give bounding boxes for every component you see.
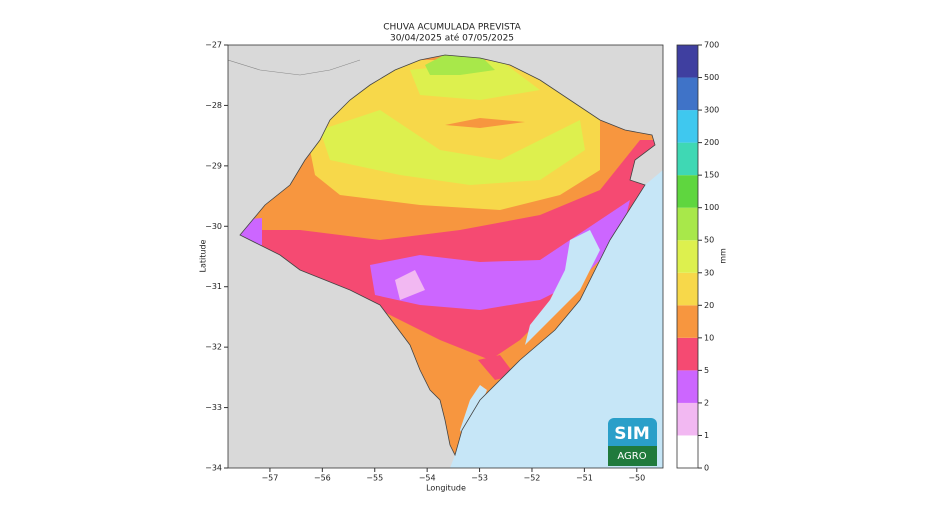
colorbar-tick-label: 30 xyxy=(704,268,714,277)
colorbar-segment xyxy=(677,337,698,371)
logo-bottom: AGRO xyxy=(617,451,646,462)
colorbar-segment xyxy=(677,207,698,241)
colorbar-segment xyxy=(677,77,698,111)
colorbar-tick-label: 500 xyxy=(704,73,719,82)
colorbar-tick-label: 1 xyxy=(704,431,709,440)
x-tick-label: −50 xyxy=(628,474,645,483)
colorbar-frame xyxy=(676,44,699,469)
colorbar-tick-label: 200 xyxy=(704,138,719,147)
y-tick-label: −28 xyxy=(205,101,222,110)
zone xyxy=(445,118,525,128)
map-area: SIM AGRO xyxy=(228,45,663,468)
y-axis-label: Latitude xyxy=(199,239,208,272)
x-axis-label: Longitude xyxy=(426,484,466,493)
border-line xyxy=(228,59,361,76)
colorbar-label: mm xyxy=(719,248,728,264)
colorbar-tick-label: 2 xyxy=(704,398,709,407)
x-tick-label: −53 xyxy=(471,474,488,483)
colorbar-tick-label: 300 xyxy=(704,106,719,115)
map-title: CHUVA ACUMULADA PREVISTA xyxy=(383,23,521,33)
y-tick-label: −32 xyxy=(205,343,222,352)
colorbar-tick-label: 5 xyxy=(704,366,709,375)
logo-band xyxy=(608,446,657,466)
lagoon xyxy=(460,230,600,440)
x-tick-label: −51 xyxy=(576,474,593,483)
colorbar-tick-label: 100 xyxy=(704,203,719,212)
x-tick-label: −52 xyxy=(524,474,541,483)
y-tick-label: −30 xyxy=(205,222,222,231)
map-subtitle: 30/04/2025 até 07/05/2025 xyxy=(390,33,514,44)
zone xyxy=(245,140,655,360)
colorbar-tick-label: 150 xyxy=(704,171,719,180)
colorbar-tick-label: 700 xyxy=(704,41,719,50)
colorbar-segment xyxy=(677,45,698,78)
ocean xyxy=(450,170,663,468)
x-tick-label: −55 xyxy=(366,474,383,483)
colorbar-tick-label: 10 xyxy=(704,333,714,342)
y-tick-label: −34 xyxy=(205,464,222,473)
colorbar-tick-label: 50 xyxy=(704,236,714,245)
colorbar-segment xyxy=(677,272,698,306)
colorbar-segment xyxy=(677,435,698,468)
colorbar-segment xyxy=(677,240,698,273)
zone xyxy=(320,60,585,185)
y-tick-label: −31 xyxy=(205,282,222,291)
colorbar-tick-label: 20 xyxy=(704,301,714,310)
colorbar-segment xyxy=(677,402,698,436)
x-tick-label: −54 xyxy=(419,474,436,483)
y-tick-label: −29 xyxy=(205,161,222,170)
x-tick-label: −57 xyxy=(261,474,278,483)
colorbar-segment xyxy=(677,370,698,403)
state-outline xyxy=(239,54,656,457)
colorbar-segment xyxy=(677,175,698,208)
y-tick-label: −33 xyxy=(205,403,222,412)
zone xyxy=(240,200,630,310)
map-frame xyxy=(227,44,664,469)
x-tick-label: −56 xyxy=(314,474,331,483)
logo-top: SIM xyxy=(614,424,650,444)
colorbar-segment xyxy=(677,305,698,338)
colorbar-segment xyxy=(677,110,698,143)
colorbar-segment xyxy=(677,142,698,176)
y-tick-label: −27 xyxy=(205,41,222,50)
colorbar-tick-label: 0 xyxy=(704,464,709,473)
